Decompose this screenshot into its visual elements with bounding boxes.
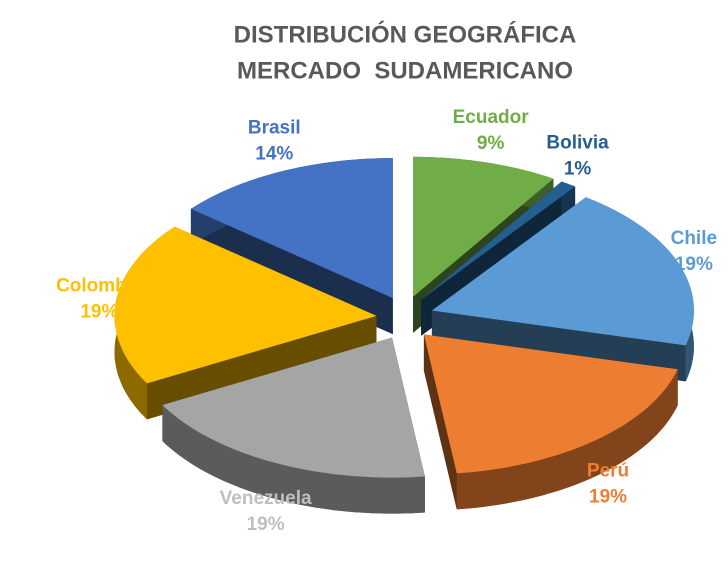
slice-label: Brasil: [248, 118, 301, 139]
slice: [114, 226, 377, 384]
slice: [421, 181, 576, 300]
slice-label: Bolivia: [546, 133, 609, 154]
slice-label: Colombia: [56, 276, 143, 297]
slice-label: Chile: [671, 228, 717, 249]
chart-title: MERCADO SUDAMERICANO: [237, 57, 573, 84]
slice-value-label: 19%: [589, 486, 627, 507]
slice-label: Perú: [587, 460, 629, 481]
slice-label: Venezuela: [220, 488, 312, 509]
chart-title: DISTRIBUCIÓN GEOGRÁFICA: [234, 20, 577, 48]
slice-value-label: 14%: [255, 144, 293, 165]
slice: [162, 337, 425, 478]
slice: [423, 334, 678, 474]
slice: [190, 158, 393, 299]
slice-value-label: 19%: [80, 302, 118, 323]
slice-side: [162, 405, 425, 514]
slice: [431, 197, 694, 346]
slice-side: [423, 334, 457, 510]
slice-value-label: 1%: [564, 159, 592, 180]
slice-value-label: 9%: [477, 133, 505, 154]
slice-value-label: 19%: [247, 514, 285, 535]
slice-value-label: 19%: [675, 254, 713, 275]
slice-label: Ecuador: [453, 107, 530, 128]
slice: [413, 156, 554, 297]
slice-side: [456, 369, 678, 510]
